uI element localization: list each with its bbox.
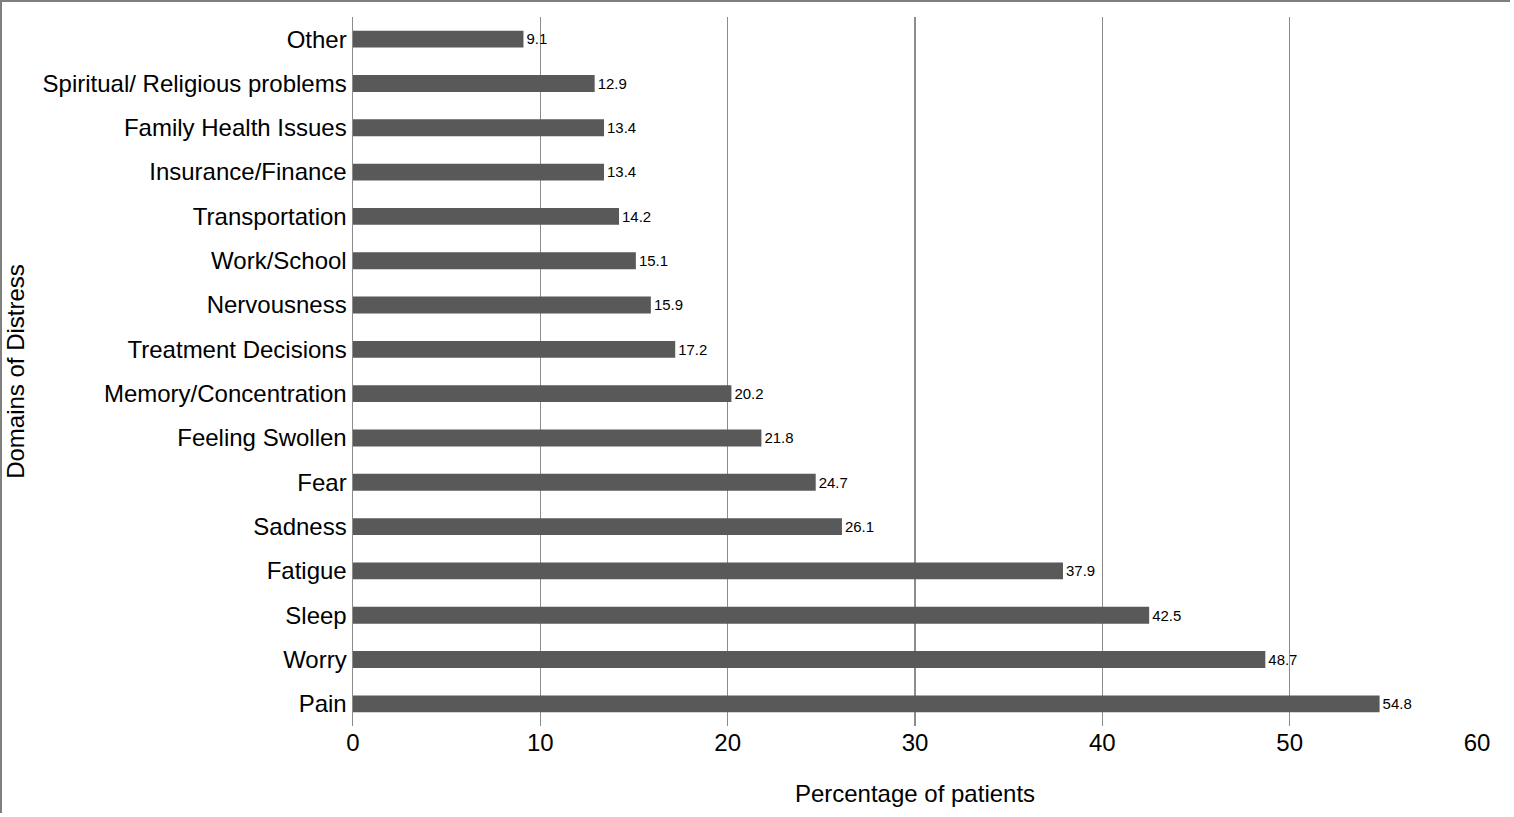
- svg-text:15.9: 15.9: [654, 296, 683, 313]
- svg-text:13.4: 13.4: [607, 163, 636, 180]
- svg-text:13.4: 13.4: [607, 119, 636, 136]
- svg-text:40: 40: [1089, 729, 1116, 756]
- svg-text:37.9: 37.9: [1066, 562, 1095, 579]
- svg-text:Feeling Swollen: Feeling Swollen: [177, 424, 346, 451]
- svg-text:Other: Other: [287, 26, 347, 53]
- svg-text:30: 30: [902, 729, 929, 756]
- svg-text:54.8: 54.8: [1383, 695, 1412, 712]
- svg-text:26.1: 26.1: [845, 518, 874, 535]
- svg-text:10: 10: [527, 729, 554, 756]
- svg-text:Spiritual/ Religious problems: Spiritual/ Religious problems: [43, 70, 347, 97]
- svg-text:Worry: Worry: [283, 646, 347, 673]
- svg-text:Sadness: Sadness: [253, 513, 346, 540]
- svg-text:Fatigue: Fatigue: [267, 557, 347, 584]
- svg-text:21.8: 21.8: [764, 429, 793, 446]
- svg-text:20: 20: [714, 729, 741, 756]
- svg-text:14.2: 14.2: [622, 208, 651, 225]
- svg-text:48.7: 48.7: [1268, 651, 1297, 668]
- svg-text:20.2: 20.2: [734, 385, 763, 402]
- svg-text:50: 50: [1276, 729, 1303, 756]
- svg-text:9.1: 9.1: [526, 30, 547, 47]
- svg-text:Transportation: Transportation: [193, 203, 347, 230]
- svg-text:Nervousness: Nervousness: [207, 291, 347, 318]
- svg-text:Insurance/Finance: Insurance/Finance: [149, 158, 346, 185]
- svg-text:Sleep: Sleep: [285, 602, 346, 629]
- svg-text:Fear: Fear: [297, 469, 346, 496]
- svg-text:Treatment Decisions: Treatment Decisions: [128, 336, 347, 363]
- svg-text:Domains of Distress: Domains of Distress: [2, 264, 29, 479]
- svg-text:17.2: 17.2: [678, 341, 707, 358]
- svg-text:0: 0: [346, 729, 359, 756]
- svg-text:Work/School: Work/School: [211, 247, 347, 274]
- svg-text:Pain: Pain: [299, 690, 347, 717]
- svg-text:42.5: 42.5: [1152, 607, 1181, 624]
- svg-text:Percentage of patients: Percentage of patients: [795, 780, 1035, 807]
- svg-text:Family Health Issues: Family Health Issues: [124, 114, 347, 141]
- svg-text:12.9: 12.9: [598, 75, 627, 92]
- svg-text:24.7: 24.7: [819, 474, 848, 491]
- svg-text:15.1: 15.1: [639, 252, 668, 269]
- svg-text:60: 60: [1464, 729, 1491, 756]
- svg-text:Memory/Concentration: Memory/Concentration: [104, 380, 347, 407]
